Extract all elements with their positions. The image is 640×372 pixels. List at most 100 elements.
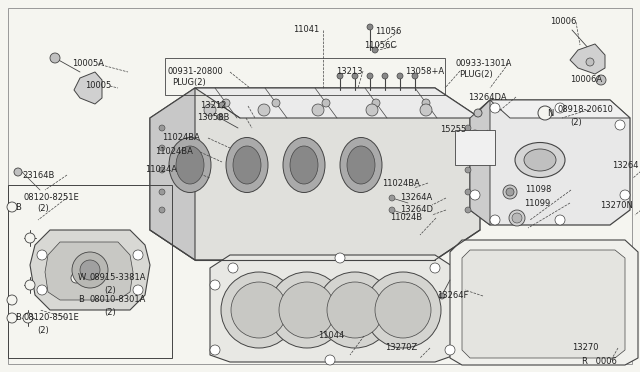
Text: 10006A: 10006A xyxy=(570,76,602,84)
Circle shape xyxy=(465,189,471,195)
Circle shape xyxy=(389,207,395,213)
Circle shape xyxy=(204,104,216,116)
Circle shape xyxy=(37,250,47,260)
Text: 13213: 13213 xyxy=(336,67,362,76)
Circle shape xyxy=(25,280,35,290)
Circle shape xyxy=(159,145,165,151)
Circle shape xyxy=(620,190,630,200)
Text: B: B xyxy=(15,202,21,212)
Ellipse shape xyxy=(233,146,261,184)
Circle shape xyxy=(14,168,22,176)
Circle shape xyxy=(372,47,378,53)
Circle shape xyxy=(512,213,522,223)
Text: (2): (2) xyxy=(104,285,116,295)
Text: 11041: 11041 xyxy=(293,26,319,35)
Text: 13058+A: 13058+A xyxy=(405,67,444,76)
Text: 15255: 15255 xyxy=(440,125,467,135)
Text: 08915-3381A: 08915-3381A xyxy=(90,273,147,282)
Circle shape xyxy=(367,73,373,79)
Circle shape xyxy=(397,73,403,79)
Polygon shape xyxy=(450,240,638,365)
Text: PLUG(2): PLUG(2) xyxy=(459,71,493,80)
Text: 10005: 10005 xyxy=(85,81,111,90)
Text: B: B xyxy=(78,295,84,305)
Text: 08120-8501E: 08120-8501E xyxy=(23,314,79,323)
Text: 13264F: 13264F xyxy=(437,292,468,301)
Ellipse shape xyxy=(290,146,318,184)
Text: 08010-8301A: 08010-8301A xyxy=(90,295,147,305)
Polygon shape xyxy=(150,88,480,260)
Ellipse shape xyxy=(515,142,565,177)
Circle shape xyxy=(210,345,220,355)
Text: 00933-1301A: 00933-1301A xyxy=(455,60,511,68)
Circle shape xyxy=(159,167,165,173)
Circle shape xyxy=(465,145,471,151)
Text: R   0006: R 0006 xyxy=(582,357,617,366)
Circle shape xyxy=(159,207,165,213)
Circle shape xyxy=(367,24,373,30)
Circle shape xyxy=(159,125,165,131)
Circle shape xyxy=(221,272,297,348)
Circle shape xyxy=(366,104,378,116)
Circle shape xyxy=(506,188,514,196)
Text: 11024BA: 11024BA xyxy=(382,179,420,187)
Circle shape xyxy=(430,263,440,273)
Circle shape xyxy=(7,202,17,212)
Circle shape xyxy=(231,282,287,338)
Polygon shape xyxy=(490,100,630,118)
Circle shape xyxy=(445,345,455,355)
Circle shape xyxy=(555,215,565,225)
Circle shape xyxy=(538,106,552,120)
Circle shape xyxy=(222,99,230,107)
Circle shape xyxy=(389,195,395,201)
Polygon shape xyxy=(470,100,630,225)
Circle shape xyxy=(439,293,445,299)
Circle shape xyxy=(25,233,35,243)
Circle shape xyxy=(596,75,606,85)
Text: 13270Z: 13270Z xyxy=(385,343,417,353)
Polygon shape xyxy=(210,255,455,362)
Circle shape xyxy=(322,99,330,107)
Polygon shape xyxy=(150,88,195,260)
Circle shape xyxy=(133,285,143,295)
Polygon shape xyxy=(195,88,480,118)
Ellipse shape xyxy=(283,138,325,192)
Text: 13270N: 13270N xyxy=(600,201,633,209)
Circle shape xyxy=(71,273,81,283)
Circle shape xyxy=(586,58,594,66)
Circle shape xyxy=(352,73,358,79)
Circle shape xyxy=(615,120,625,130)
Text: 11098: 11098 xyxy=(525,186,552,195)
Text: PLUG(2): PLUG(2) xyxy=(172,78,205,87)
Circle shape xyxy=(325,355,335,365)
Circle shape xyxy=(159,189,165,195)
Text: 13264: 13264 xyxy=(612,160,639,170)
Ellipse shape xyxy=(226,138,268,192)
Circle shape xyxy=(258,104,270,116)
Circle shape xyxy=(465,125,471,131)
Circle shape xyxy=(555,103,565,113)
Circle shape xyxy=(490,103,500,113)
Text: 00931-20800: 00931-20800 xyxy=(168,67,224,77)
Bar xyxy=(455,130,495,165)
Circle shape xyxy=(372,99,380,107)
Text: (2): (2) xyxy=(570,118,582,126)
Circle shape xyxy=(412,73,418,79)
Circle shape xyxy=(272,99,280,107)
Circle shape xyxy=(7,295,17,305)
Text: 11056: 11056 xyxy=(375,28,401,36)
Circle shape xyxy=(327,282,383,338)
Circle shape xyxy=(269,272,345,348)
Text: 11044: 11044 xyxy=(318,331,344,340)
Ellipse shape xyxy=(176,146,204,184)
Circle shape xyxy=(279,282,335,338)
Text: W: W xyxy=(78,273,86,282)
Text: 23164B: 23164B xyxy=(22,170,54,180)
Text: (2): (2) xyxy=(104,308,116,317)
Circle shape xyxy=(474,109,482,117)
Text: N: N xyxy=(547,109,554,119)
Text: 10006: 10006 xyxy=(550,17,577,26)
Circle shape xyxy=(50,53,60,63)
Ellipse shape xyxy=(340,138,382,192)
Circle shape xyxy=(420,104,432,116)
